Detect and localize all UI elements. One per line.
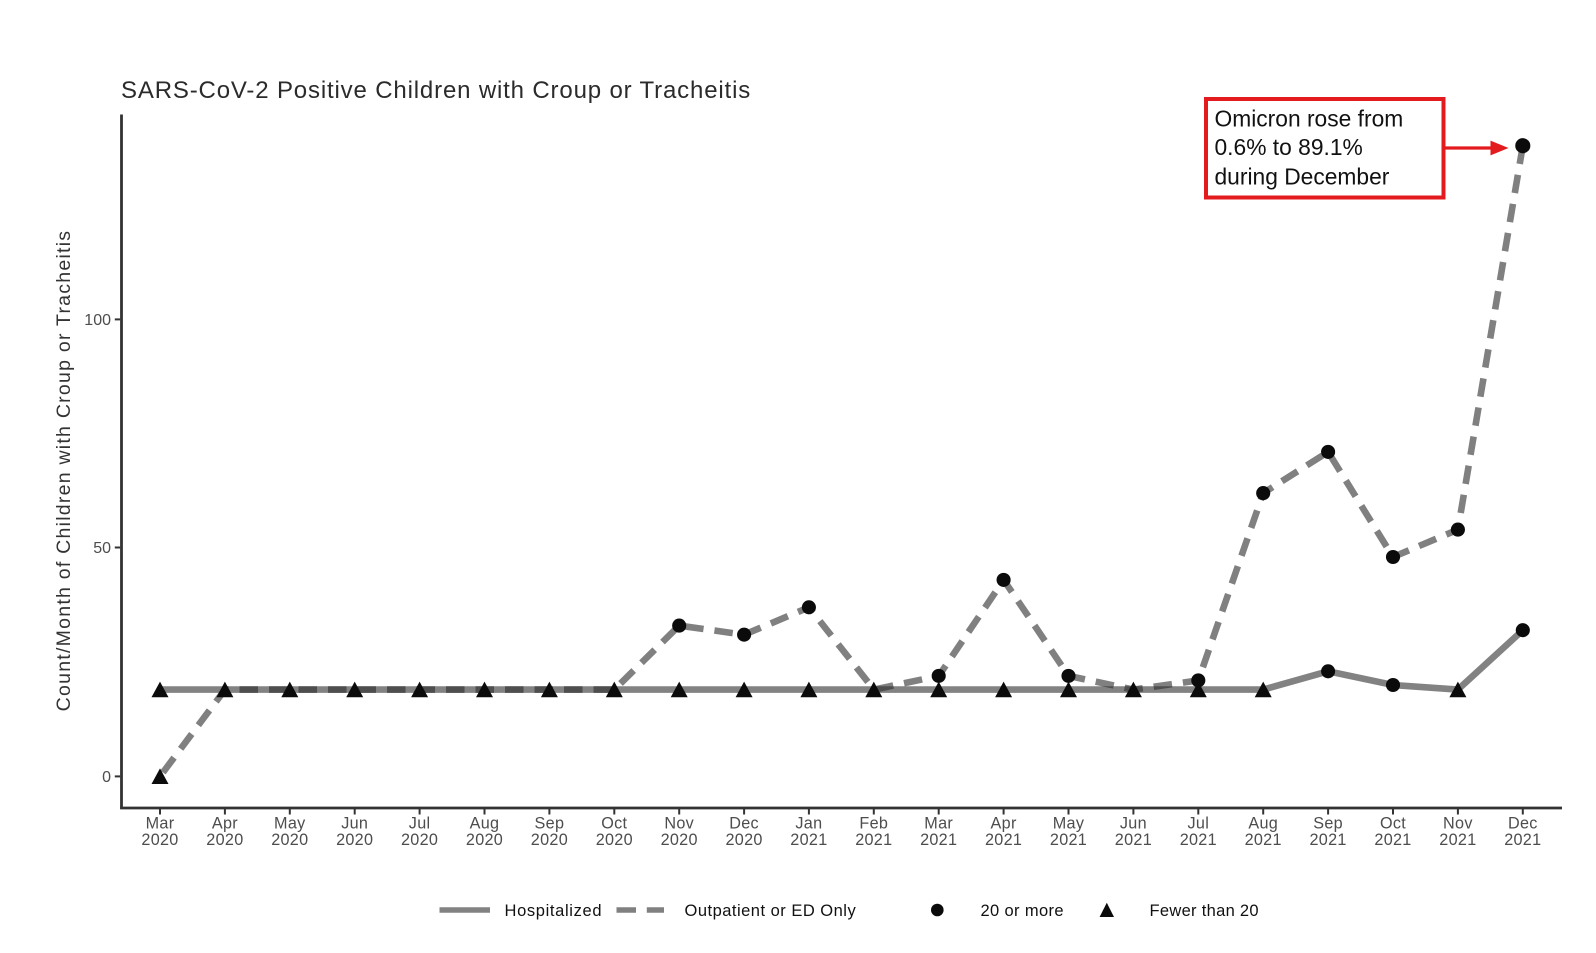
svg-text:Sep: Sep [535, 815, 565, 833]
svg-text:2021: 2021 [985, 831, 1022, 849]
svg-text:Jan: Jan [795, 815, 822, 833]
svg-text:2020: 2020 [531, 831, 568, 849]
svg-text:Jul: Jul [409, 815, 431, 833]
svg-text:Oct: Oct [1380, 815, 1406, 833]
svg-text:2021: 2021 [1504, 831, 1541, 849]
svg-text:Apr: Apr [212, 815, 238, 833]
svg-text:2020: 2020 [725, 831, 762, 849]
svg-text:Mar: Mar [924, 815, 953, 833]
svg-text:2020: 2020 [466, 831, 503, 849]
svg-text:Aug: Aug [470, 815, 500, 833]
svg-text:2020: 2020 [661, 831, 698, 849]
svg-text:2021: 2021 [1309, 831, 1346, 849]
svg-text:Omicron rose from: Omicron rose from [1215, 106, 1404, 132]
svg-text:Fewer than 20: Fewer than 20 [1150, 902, 1259, 920]
svg-text:during December: during December [1215, 164, 1390, 190]
svg-text:Outpatient or ED Only: Outpatient or ED Only [685, 902, 857, 920]
svg-text:0.6% to 89.1%: 0.6% to 89.1% [1215, 134, 1363, 160]
svg-text:Count/Month of Children with C: Count/Month of Children with Croup or Tr… [53, 230, 75, 712]
svg-text:Nov: Nov [1443, 815, 1473, 833]
svg-text:Oct: Oct [601, 815, 627, 833]
svg-text:Jun: Jun [1120, 815, 1147, 833]
svg-text:20 or more: 20 or more [981, 902, 1064, 920]
svg-text:Jun: Jun [341, 815, 368, 833]
svg-text:Mar: Mar [146, 815, 175, 833]
svg-text:2021: 2021 [1115, 831, 1152, 849]
svg-text:Aug: Aug [1248, 815, 1278, 833]
svg-text:2021: 2021 [1439, 831, 1476, 849]
svg-text:0: 0 [102, 769, 111, 786]
svg-text:May: May [1053, 815, 1085, 833]
svg-text:2020: 2020 [271, 831, 308, 849]
svg-text:2021: 2021 [855, 831, 892, 849]
svg-text:Dec: Dec [1508, 815, 1538, 833]
svg-text:Sep: Sep [1313, 815, 1343, 833]
svg-text:2020: 2020 [336, 831, 373, 849]
svg-text:Feb: Feb [859, 815, 888, 833]
svg-text:2021: 2021 [790, 831, 827, 849]
svg-text:100: 100 [84, 312, 111, 329]
svg-text:Hospitalized: Hospitalized [505, 902, 603, 920]
svg-text:50: 50 [93, 540, 111, 557]
svg-text:2021: 2021 [1245, 831, 1282, 849]
svg-text:2021: 2021 [1180, 831, 1217, 849]
svg-text:Apr: Apr [991, 815, 1017, 833]
svg-text:2021: 2021 [1050, 831, 1087, 849]
svg-text:Jul: Jul [1188, 815, 1210, 833]
svg-text:Dec: Dec [729, 815, 759, 833]
svg-text:2021: 2021 [920, 831, 957, 849]
svg-text:2020: 2020 [596, 831, 633, 849]
svg-text:2020: 2020 [401, 831, 438, 849]
svg-text:Nov: Nov [664, 815, 694, 833]
svg-text:2021: 2021 [1374, 831, 1411, 849]
svg-text:SARS-CoV-2 Positive Children w: SARS-CoV-2 Positive Children with Croup … [121, 77, 751, 104]
svg-text:2020: 2020 [141, 831, 178, 849]
svg-text:2020: 2020 [206, 831, 243, 849]
svg-text:May: May [274, 815, 306, 833]
